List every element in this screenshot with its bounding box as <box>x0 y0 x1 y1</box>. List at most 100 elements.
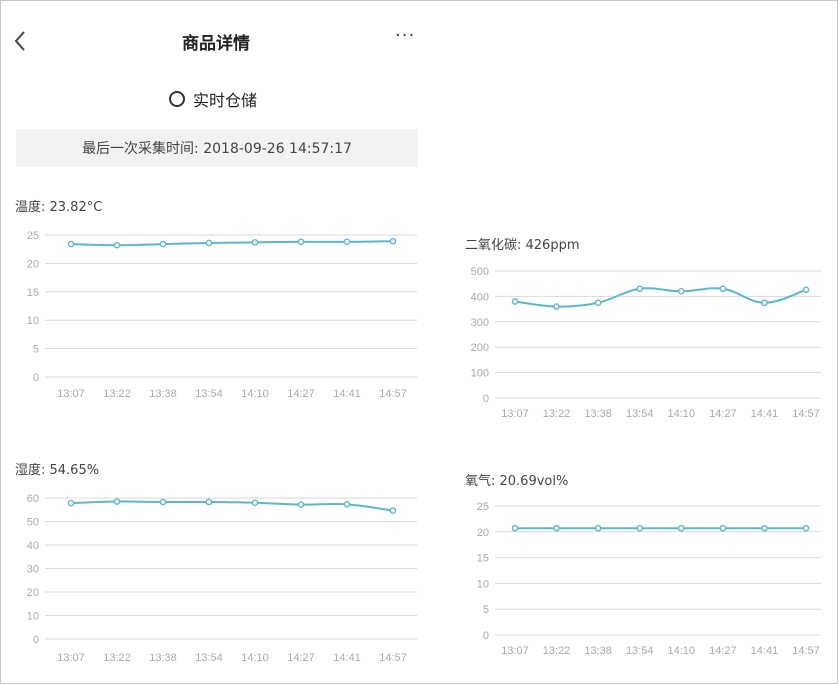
oxygen-ytick-label-5: 25 <box>477 501 489 513</box>
co2-ytick-label-4: 400 <box>471 291 489 303</box>
temperature-ytick-label-0: 0 <box>33 372 39 384</box>
co2-xtick-label-7: 14:57 <box>792 408 820 420</box>
humidity-xtick-label-6: 14:41 <box>333 652 361 664</box>
co2-data-point-1 <box>553 303 560 310</box>
last-collect-time-text: 最后一次采集时间: 2018-09-26 14:57:17 <box>82 141 352 157</box>
co2-chart: 0 100 200 300 400 500 13:07 13:22 13:38 13:54 14:1… <box>471 266 821 420</box>
temperature-ytick-label-3: 15 <box>27 287 39 299</box>
co2-series-line <box>514 287 807 308</box>
co2-chart-title: 二氧化碳: 426ppm <box>465 238 580 253</box>
temperature-data-point-0 <box>67 240 75 248</box>
oxygen-data-point-6 <box>761 524 768 532</box>
temperature-data-point-3 <box>205 239 213 247</box>
back-button[interactable] <box>9 27 33 55</box>
temperature-series-line <box>70 240 394 247</box>
co2-data-point-3 <box>636 285 644 293</box>
co2-data-point-6 <box>761 299 768 307</box>
co2-data-point-7 <box>802 286 810 294</box>
humidity-ytick-label-4: 40 <box>27 540 39 552</box>
humidity-xtick-label-1: 13:22 <box>103 652 131 664</box>
oxygen-xtick-label-0: 13:07 <box>501 645 529 657</box>
oxygen-data-point-0 <box>511 524 519 532</box>
co2-ytick-label-3: 300 <box>471 317 489 329</box>
oxygen-xtick-label-2: 13:38 <box>584 645 612 657</box>
oxygen-data-point-3 <box>636 524 644 532</box>
oxygen-ytick-label-4: 20 <box>477 527 489 539</box>
oxygen-data-point-7 <box>802 524 810 532</box>
co2-xtick-label-5: 14:27 <box>709 408 737 420</box>
co2-xtick-label-0: 13:07 <box>501 408 529 420</box>
co2-xtick-label-6: 14:41 <box>751 408 779 420</box>
more-options-button[interactable]: ··· <box>395 25 416 46</box>
humidity-data-point-3 <box>205 498 213 506</box>
temperature-xtick-label-4: 14:10 <box>241 388 269 400</box>
temperature-data-point-1 <box>113 241 121 249</box>
co2-ytick-label-1: 100 <box>471 368 489 380</box>
humidity-chart: 0 10 20 30 40 50 60 13:07 13:22 13:38 13:54 14:10 14… <box>27 493 417 664</box>
humidity-ytick-label-6: 60 <box>27 493 39 505</box>
oxygen-xtick-label-6: 14:41 <box>751 645 779 657</box>
temperature-xtick-label-5: 14:27 <box>287 388 315 400</box>
co2-ytick-label-5: 500 <box>471 266 489 278</box>
temperature-ytick-label-4: 20 <box>27 258 39 270</box>
temperature-xtick-label-6: 14:41 <box>333 388 361 400</box>
page-title: 商品详情 <box>182 34 250 54</box>
temperature-xtick-label-3: 13:54 <box>195 388 223 400</box>
realtime-storage-label: 实时仓储 <box>193 91 258 110</box>
co2-ytick-label-2: 200 <box>471 342 489 354</box>
temperature-ytick-label-1: 5 <box>33 344 39 356</box>
temperature-xtick-label-7: 14:57 <box>379 388 407 400</box>
oxygen-data-point-5 <box>719 524 727 532</box>
temperature-chart-title: 温度: 23.82°C <box>15 200 103 215</box>
humidity-ytick-label-2: 20 <box>27 587 39 599</box>
oxygen-data-point-4 <box>677 524 685 532</box>
temperature-ytick-label-2: 10 <box>27 315 39 327</box>
temperature-xtick-label-2: 13:38 <box>149 388 177 400</box>
humidity-xtick-label-3: 13:54 <box>195 652 223 664</box>
oxygen-xtick-label-1: 13:22 <box>543 645 571 657</box>
humidity-data-point-2 <box>159 498 167 506</box>
humidity-xtick-label-0: 13:07 <box>57 652 85 664</box>
oxygen-ytick-label-3: 15 <box>477 553 489 565</box>
oxygen-data-point-1 <box>553 524 560 532</box>
co2-ytick-label-0: 0 <box>483 393 489 405</box>
co2-xtick-label-1: 13:22 <box>543 408 571 420</box>
temperature-data-point-2 <box>159 240 167 248</box>
humidity-chart-title: 湿度: 54.65% <box>15 463 100 478</box>
humidity-data-point-6 <box>343 501 351 508</box>
realtime-storage-toggle[interactable]: 实时仓储 <box>169 87 257 111</box>
humidity-xtick-label-4: 14:10 <box>241 652 269 664</box>
co2-data-point-5 <box>719 285 727 293</box>
temperature-chart: 0 5 10 15 20 25 13:07 13:22 13:38 13:54 14:10 14:27… <box>27 230 417 400</box>
oxygen-ytick-label-2: 10 <box>477 578 489 590</box>
humidity-data-point-1 <box>113 498 121 505</box>
co2-data-point-4 <box>677 288 685 295</box>
humidity-data-point-5 <box>297 501 305 508</box>
oxygen-chart-title: 氧气: 20.69vol% <box>465 474 569 489</box>
oxygen-ytick-label-1: 5 <box>483 604 489 616</box>
radio-circle-icon <box>169 91 185 107</box>
humidity-data-point-0 <box>67 499 75 507</box>
humidity-data-point-4 <box>251 499 259 507</box>
oxygen-xtick-label-5: 14:27 <box>709 645 737 657</box>
co2-data-point-2 <box>594 299 602 307</box>
humidity-ytick-label-3: 30 <box>27 564 39 576</box>
co2-xtick-label-2: 13:38 <box>584 408 612 420</box>
last-collect-time-banner: 最后一次采集时间: 2018-09-26 14:57:17 <box>16 129 418 167</box>
humidity-ytick-label-0: 0 <box>33 634 39 646</box>
oxygen-data-point-2 <box>594 524 602 532</box>
co2-xtick-label-4: 14:10 <box>668 408 696 420</box>
oxygen-xtick-label-3: 13:54 <box>626 645 654 657</box>
temperature-data-point-7 <box>389 237 397 245</box>
humidity-ytick-label-1: 10 <box>27 611 39 623</box>
humidity-xtick-label-2: 13:38 <box>149 652 177 664</box>
oxygen-ytick-label-0: 0 <box>483 630 489 642</box>
temperature-data-point-6 <box>343 238 351 246</box>
co2-data-point-0 <box>511 298 519 305</box>
temperature-data-point-5 <box>297 238 305 246</box>
humidity-ytick-label-5: 50 <box>27 517 39 529</box>
oxygen-chart: 0 5 10 15 20 25 13:07 13:22 13:38 13:54 14:10 14:27… <box>477 501 821 657</box>
co2-xtick-label-3: 13:54 <box>626 408 654 420</box>
